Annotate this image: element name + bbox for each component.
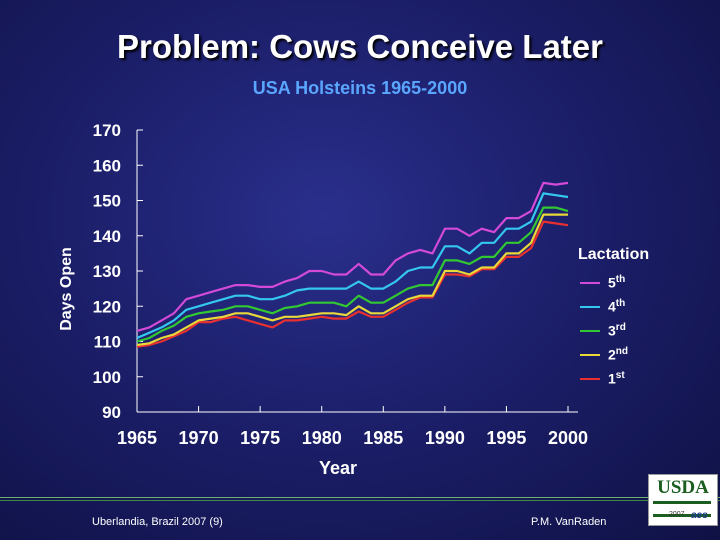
y-tick-label: 120: [93, 297, 121, 316]
legend-swatch: [580, 378, 600, 380]
x-tick-label: 1975: [240, 428, 280, 448]
x-axis-label: Year: [319, 458, 357, 478]
y-tick-label: 110: [94, 333, 121, 352]
legend-swatch: [580, 306, 600, 308]
y-tick-label: 160: [93, 156, 121, 175]
usda-logo: USDA 2007 aes: [648, 474, 718, 526]
legend-label: 4th: [608, 298, 626, 315]
footer-divider: [0, 497, 720, 498]
legend-label: 5th: [608, 274, 626, 291]
slide-title: Problem: Cows Conceive Later: [117, 28, 603, 65]
footer-divider-secondary: [0, 500, 720, 501]
x-tick-label: 1970: [179, 428, 219, 448]
legend-label: 3rd: [608, 322, 626, 339]
x-tick-label: 1995: [486, 428, 526, 448]
y-axis-label: Days Open: [58, 247, 75, 331]
usda-logo-text: USDA: [657, 477, 709, 498]
series-line-5th: [136, 181, 569, 332]
series-line-2nd: [136, 213, 568, 347]
legend-title: Lactation: [578, 246, 650, 263]
y-tick-label: 150: [93, 192, 121, 211]
legend-swatch: [580, 330, 600, 332]
legend-swatch: [580, 282, 600, 284]
x-tick-label: 1980: [302, 428, 342, 448]
x-tick-label: 1965: [117, 428, 157, 448]
y-tick-label: 170: [93, 121, 121, 140]
chart-subtitle: USA Holsteins 1965-2000: [252, 78, 468, 98]
legend-label: 2nd: [608, 346, 629, 363]
y-tick-label: 130: [93, 262, 121, 281]
series-line-1st: [136, 220, 569, 348]
series-line-4th: [136, 192, 569, 340]
logo-year: 2007: [669, 511, 685, 518]
y-tick-label: 90: [102, 403, 121, 422]
legend-label: 1st: [608, 370, 625, 387]
series-line-3rd: [136, 206, 569, 343]
x-tick-label: 1990: [425, 428, 465, 448]
y-tick-label: 140: [93, 227, 121, 246]
footer-event: Uberlandia, Brazil 2007 (9): [92, 516, 223, 528]
legend-swatch: [580, 354, 600, 356]
y-tick-label: 100: [93, 368, 121, 387]
footer-author: P.M. VanRaden: [531, 516, 607, 528]
x-tick-label: 2000: [548, 428, 588, 448]
usda-logo-waves: [653, 501, 711, 517]
aes-logo: aes: [691, 510, 708, 521]
x-tick-label: 1985: [363, 428, 403, 448]
